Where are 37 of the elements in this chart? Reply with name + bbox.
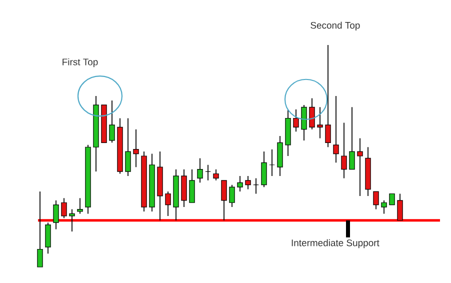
candlestick: [261, 151, 267, 188]
candlestick: [333, 96, 339, 164]
candlestick: [373, 191, 379, 210]
candlestick: [245, 176, 251, 190]
candlestick: [221, 180, 227, 221]
candlestick: [165, 191, 171, 216]
candlestick: [197, 158, 203, 184]
candlestick: [37, 191, 43, 268]
candlestick: [301, 104, 307, 141]
candlestick: [133, 128, 139, 168]
candlestick: [45, 222, 51, 254]
candlestick: [397, 193, 403, 221]
candlestick: [309, 98, 315, 130]
candlestick: [349, 106, 355, 170]
candlestick: [109, 100, 115, 144]
candlestick: [325, 44, 331, 148]
candlestick: [125, 118, 131, 176]
candlestick: [341, 122, 347, 179]
annotation: First Top: [62, 58, 98, 68]
text: Second Top: [310, 22, 360, 31]
candlestick: [293, 108, 299, 132]
candlestick: [237, 176, 243, 192]
candlestick: [189, 168, 195, 204]
candlestick: [253, 178, 259, 194]
candlestick: [205, 164, 211, 181]
candlestick: [53, 200, 59, 230]
candlestick: [61, 198, 67, 219]
candlestick: [381, 200, 387, 214]
candlestick: [213, 168, 219, 181]
candlestick: [389, 193, 395, 206]
candlestick: [69, 208, 75, 232]
candlestick: [269, 148, 275, 176]
candlestick: [77, 198, 83, 214]
annotation: Intermediate Support: [292, 239, 380, 248]
candlestick: [317, 106, 323, 139]
candlestick: [357, 138, 363, 196]
candlestick: [229, 184, 235, 208]
